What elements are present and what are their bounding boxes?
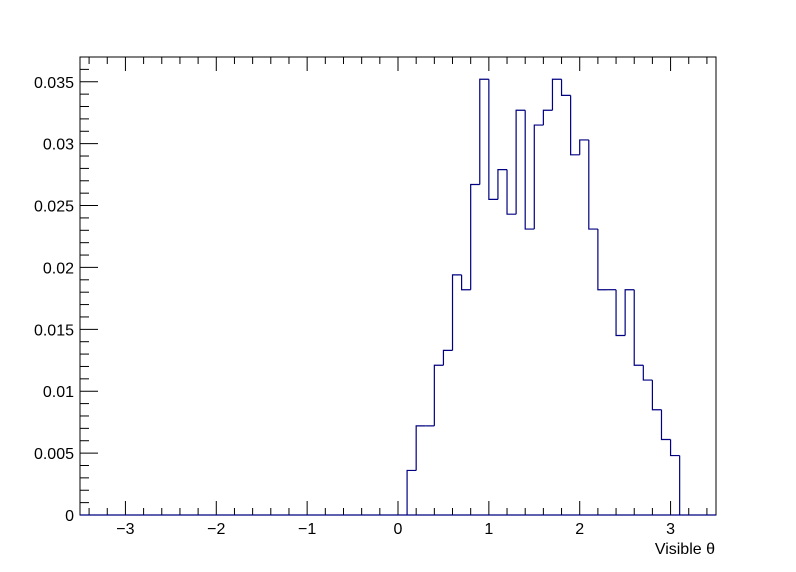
histogram-bin xyxy=(660,409,671,441)
histogram-bin xyxy=(451,274,462,351)
histogram-bin xyxy=(551,78,562,111)
histogram-bin xyxy=(651,380,662,411)
histogram-bin xyxy=(597,229,607,291)
histogram-bin xyxy=(570,95,580,156)
histogram-bin xyxy=(461,274,471,291)
axes: −3 −2 −1 0 1 2 3 0 0.005 0.01 0.015 0.02 0.025 0.03 0.… xyxy=(34,56,717,538)
y-tick-label: 0.025 xyxy=(34,199,74,216)
y-tick-label: 0.01 xyxy=(43,384,74,401)
y-tick-label: 0.035 xyxy=(34,75,74,92)
y-tick-label: 0.02 xyxy=(43,260,74,277)
histogram-bin xyxy=(488,79,498,200)
histogram-bin xyxy=(588,139,598,230)
x-tick-label: 3 xyxy=(666,521,675,538)
y-tick-label: 0 xyxy=(65,508,74,525)
y-tick-label: 0.03 xyxy=(43,137,74,154)
histogram-bin xyxy=(433,364,444,426)
histogram-bin xyxy=(506,169,517,215)
histogram-bin xyxy=(542,109,553,126)
plot-frame xyxy=(79,56,717,516)
histogram-bin xyxy=(642,365,653,381)
histogram-bin xyxy=(415,425,426,471)
histogram-data xyxy=(80,78,716,516)
histogram-bin xyxy=(406,469,417,515)
histogram-bin xyxy=(533,124,544,230)
histogram-bin xyxy=(442,349,453,366)
histogram-bin xyxy=(579,139,589,155)
histogram-bin xyxy=(524,110,535,230)
x-tick-label: 2 xyxy=(575,521,584,538)
x-axis-label: Visible θ xyxy=(655,541,715,558)
histogram-bin xyxy=(470,183,480,290)
histogram-bin xyxy=(633,289,644,366)
x-tick-label: −3 xyxy=(116,521,134,538)
histogram-bin xyxy=(669,439,680,457)
histogram-bin xyxy=(515,109,526,215)
y-tick-label: 0.015 xyxy=(34,322,74,339)
x-tick-label: −2 xyxy=(207,521,225,538)
y-tick-label: 0.005 xyxy=(34,446,74,463)
histogram-bin xyxy=(615,289,626,337)
histogram-bin xyxy=(624,289,635,336)
histogram-bin xyxy=(560,79,571,96)
x-tick-label: 0 xyxy=(394,521,403,538)
histogram-bin xyxy=(497,169,508,200)
x-tick-label: −1 xyxy=(298,521,316,538)
histogram-bin xyxy=(479,78,489,185)
x-tick-label: 1 xyxy=(484,521,493,538)
